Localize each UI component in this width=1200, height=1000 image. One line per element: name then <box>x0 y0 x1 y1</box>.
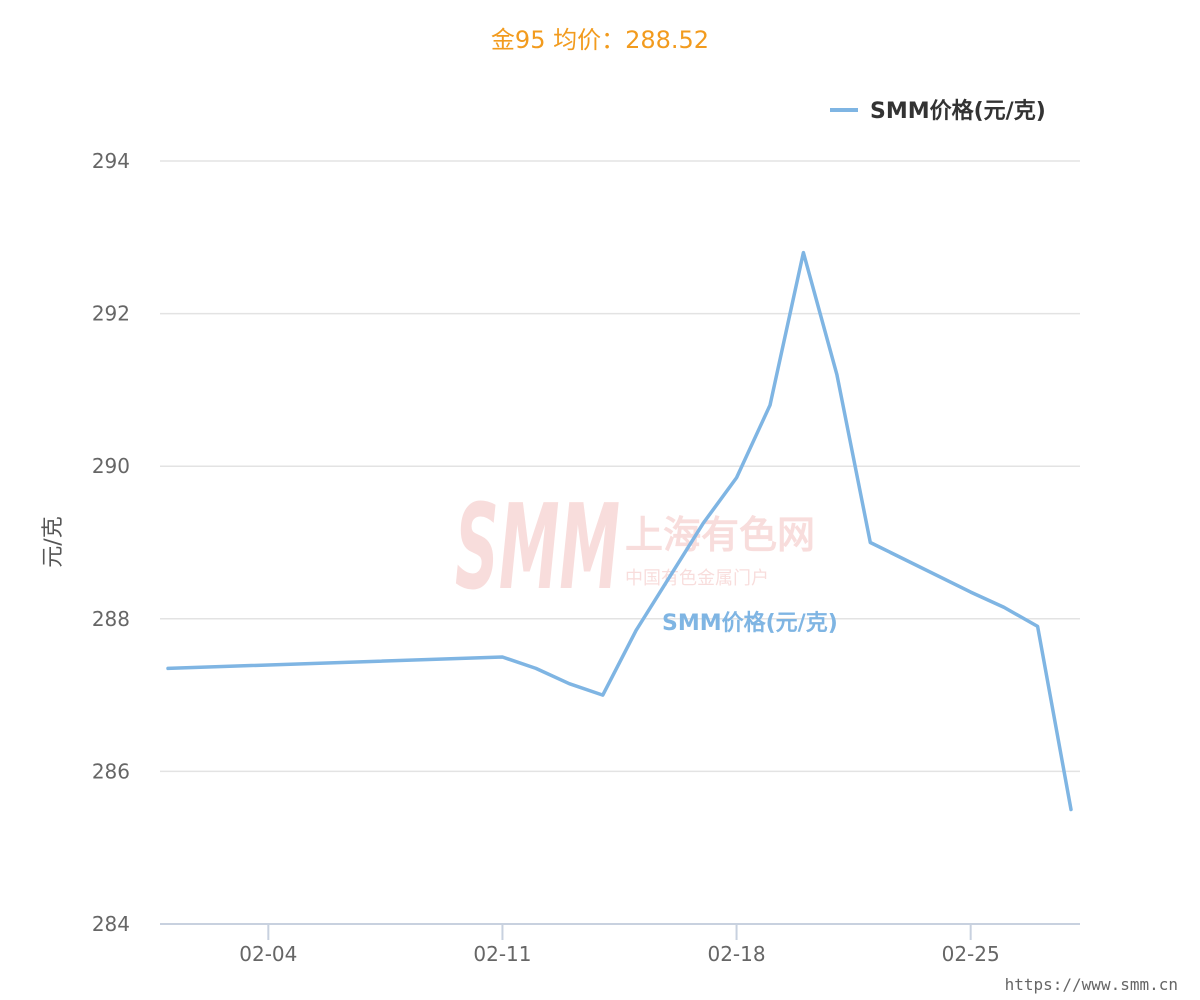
series-line[interactable] <box>166 250 1073 812</box>
watermark-logo: SMM <box>455 478 620 616</box>
x-tick-label: 02-18 <box>707 942 765 966</box>
y-tick-label: 288 <box>92 607 130 631</box>
data-point[interactable] <box>833 371 841 379</box>
y-tick-label: 290 <box>92 454 130 478</box>
data-point[interactable] <box>599 691 607 699</box>
data-point[interactable] <box>565 680 573 688</box>
y-tick-label: 284 <box>92 912 130 936</box>
data-point[interactable] <box>1000 603 1008 611</box>
data-point[interactable] <box>766 401 774 409</box>
y-axis-title: 元/克 <box>41 516 66 567</box>
x-axis: 02-04 02-11 02-18 02-25 <box>239 924 1000 966</box>
data-point[interactable] <box>733 474 741 482</box>
x-tick-label: 02-25 <box>942 942 1000 966</box>
data-point[interactable] <box>1034 622 1042 630</box>
footer-url[interactable]: https://www.smm.cn <box>1005 975 1178 994</box>
data-point[interactable] <box>164 664 172 672</box>
watermark-name: 上海有色网 <box>625 513 815 557</box>
watermark: SMM 上海有色网 中国有色金属门户 <box>455 478 815 616</box>
chart-title: 金95 均价：288.52 <box>491 26 709 54</box>
data-point[interactable] <box>532 664 540 672</box>
y-tick-label: 294 <box>92 149 130 173</box>
data-point[interactable] <box>866 539 874 547</box>
x-tick-label: 02-04 <box>239 942 297 966</box>
watermark-tagline: 中国有色金属门户 <box>625 568 769 589</box>
series-group[interactable] <box>164 249 1075 814</box>
legend-label: SMM价格(元/克) <box>870 98 1046 124</box>
grid <box>160 160 1080 925</box>
data-point[interactable] <box>967 588 975 596</box>
x-tick-label: 02-11 <box>473 942 531 966</box>
data-point[interactable] <box>632 626 640 634</box>
y-tick-label: 292 <box>92 302 130 326</box>
y-tick-label: 286 <box>92 759 130 783</box>
data-point[interactable] <box>1067 806 1075 814</box>
series-inline-label: SMM价格(元/克) <box>662 610 838 636</box>
data-point[interactable] <box>498 653 506 661</box>
data-point[interactable] <box>699 519 707 527</box>
data-point[interactable] <box>799 249 807 257</box>
y-axis: 284 286 288 290 292 294 <box>92 149 130 936</box>
legend[interactable]: SMM价格(元/克) <box>830 98 1046 124</box>
